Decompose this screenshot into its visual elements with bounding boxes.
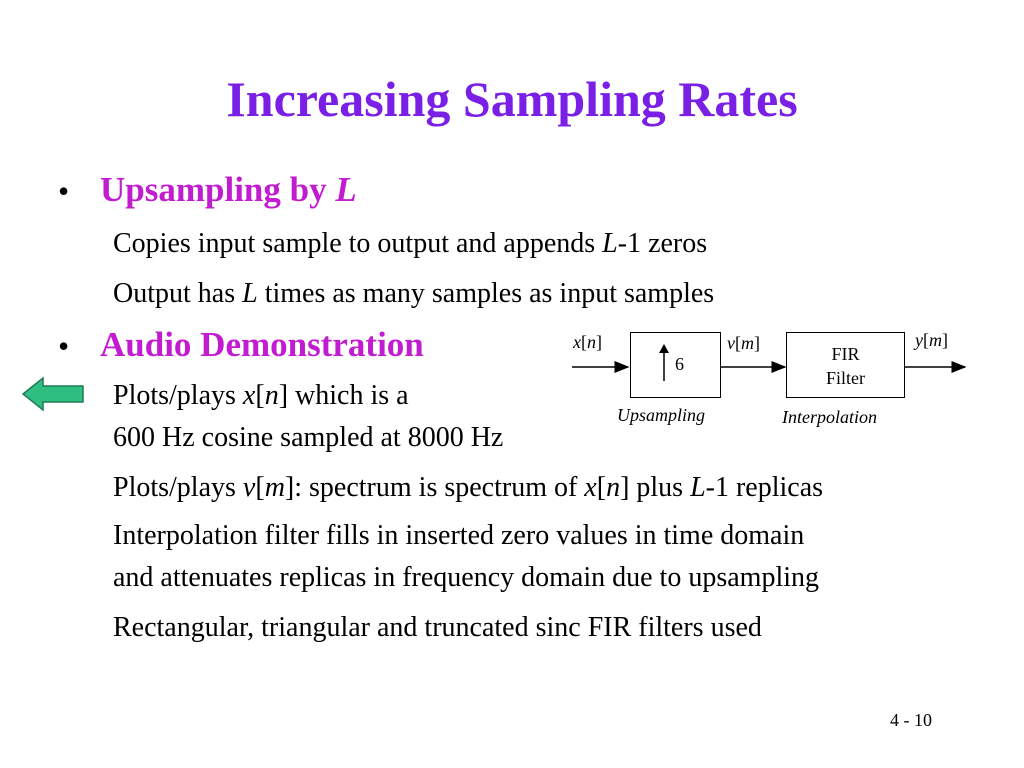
- var-v: v: [242, 472, 256, 503]
- var-v: v: [727, 333, 735, 353]
- heading-audio-demonstration: Audio Demonstration: [100, 325, 424, 364]
- bracket: [: [923, 330, 929, 350]
- upsampler-block: 6: [630, 332, 721, 398]
- input-signal-label: x[n]: [573, 332, 602, 353]
- up-arrow-icon: [659, 344, 669, 381]
- text-segment: Output has: [113, 278, 243, 309]
- var-n: n: [264, 380, 279, 411]
- page-number: 4 - 10: [890, 710, 932, 730]
- bullet-upsampling: •: [58, 173, 70, 209]
- bracket: ]: [596, 332, 602, 352]
- line-attenuates-replicas: and attenuates replicas in frequency dom…: [113, 562, 820, 593]
- fir-filter-block: FIR Filter: [786, 332, 905, 398]
- text-segment: [: [255, 380, 265, 411]
- heading-upsampling-text: Upsampling by: [100, 170, 336, 209]
- line-copies-input: Copies input sample to output and append…: [113, 228, 707, 260]
- bracket: [: [581, 332, 587, 352]
- filter-label: Filter: [826, 368, 865, 388]
- text-segment: [: [596, 472, 607, 503]
- var-m: m: [741, 333, 754, 353]
- text-segment: -1 replicas: [705, 472, 824, 503]
- bracket: [: [735, 333, 741, 353]
- fir-label: FIR: [831, 344, 860, 364]
- slide-title: Increasing Sampling Rates: [226, 71, 798, 127]
- var-y: y: [915, 330, 923, 350]
- text-segment: ] which is a: [278, 380, 409, 411]
- var-x: x: [584, 472, 597, 503]
- line-interpolation-filter: Interpolation filter fills in inserted z…: [113, 520, 805, 551]
- var-L: L: [242, 278, 258, 309]
- line-600hz-cosine: 600 Hz cosine sampled at 8000 Hz: [113, 422, 504, 453]
- heading-upsampling: Upsampling by L: [100, 170, 357, 210]
- line-plots-x: Plots/plays x[n] which is a: [113, 380, 409, 412]
- mid-signal-label: v[m]: [727, 333, 760, 354]
- left-arrow-icon[interactable]: [22, 376, 84, 412]
- text-segment: times as many samples as input samples: [257, 278, 715, 309]
- output-signal-label: y[m]: [915, 330, 948, 351]
- var-m: m: [264, 472, 285, 503]
- var-L: L: [602, 228, 618, 259]
- bracket: ]: [754, 333, 760, 353]
- upsampling-caption: Upsampling: [617, 405, 706, 425]
- var-n: n: [587, 332, 596, 352]
- text-segment: [: [255, 472, 265, 503]
- var-m: m: [929, 330, 942, 350]
- var-x: x: [573, 332, 581, 352]
- text-segment: Plots/plays: [113, 472, 243, 503]
- text-segment: Plots/plays: [113, 380, 243, 411]
- bullet-audio-demo: •: [58, 328, 70, 364]
- heading-upsampling-var: L: [335, 170, 357, 209]
- text-segment: ]: spectrum is spectrum of: [284, 472, 585, 503]
- bracket: ]: [942, 330, 948, 350]
- upsample-factor: 6: [675, 354, 684, 374]
- var-n: n: [606, 472, 621, 503]
- text-segment: ] plus: [620, 472, 691, 503]
- interpolation-caption: Interpolation: [782, 407, 877, 427]
- line-output-has: Output has L times as many samples as in…: [113, 278, 714, 310]
- text-segment: Copies input sample to output and append…: [113, 228, 603, 259]
- line-plots-v: Plots/plays v[m]: spectrum is spectrum o…: [113, 472, 823, 504]
- line-rectangular-triangular: Rectangular, triangular and truncated si…: [113, 612, 762, 643]
- var-L: L: [690, 472, 706, 503]
- text-segment: -1 zeros: [617, 228, 708, 259]
- var-x: x: [242, 380, 256, 411]
